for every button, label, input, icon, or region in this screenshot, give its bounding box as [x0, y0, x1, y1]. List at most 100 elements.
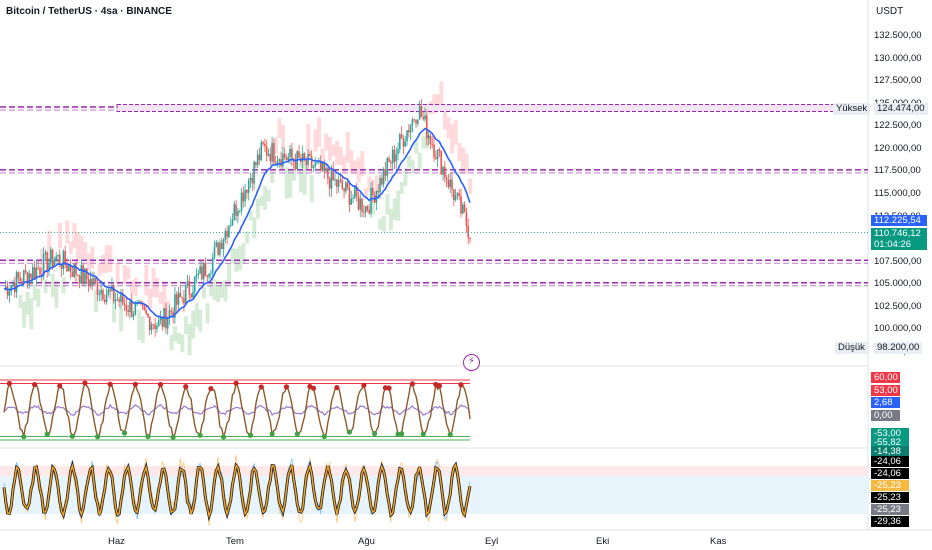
candle-body	[60, 265, 63, 269]
osc1-trough-dot	[372, 431, 378, 437]
osc1-peak-dot	[82, 380, 88, 386]
candle-body	[235, 204, 237, 216]
currency-label[interactable]: USDT	[876, 6, 904, 17]
cloud-segment	[245, 231, 250, 244]
cloud-segment	[119, 307, 124, 332]
cloud-segment	[75, 231, 80, 263]
candle-body	[145, 309, 147, 314]
candle-body	[37, 267, 39, 269]
candle-body	[147, 313, 149, 317]
time-tick-label: Tem	[226, 536, 244, 547]
candle-body	[422, 117, 425, 120]
osc1-trough-dot	[44, 431, 50, 437]
candle-body	[192, 292, 194, 298]
candle-body	[323, 161, 326, 172]
candle-body	[175, 294, 178, 305]
candle-body	[206, 276, 209, 278]
candle-body	[33, 267, 36, 279]
candle-body	[179, 292, 182, 298]
osc1-trough-dot	[69, 433, 75, 439]
cloud-segment	[252, 217, 257, 238]
candle-body	[21, 281, 23, 283]
candle-body	[84, 268, 86, 283]
price-tick-label: 130.000,00	[874, 52, 922, 64]
candle-body	[436, 149, 439, 160]
price-tick-label: 122.500,00	[874, 120, 922, 132]
cloud-segment	[309, 175, 314, 202]
candle-body	[168, 310, 171, 318]
countdown-tag: 01:04:26	[871, 239, 927, 250]
osc1-trough-dot	[121, 430, 128, 436]
osc-value-tag: -14,38	[871, 446, 909, 457]
cloud-segment	[209, 282, 214, 297]
candle-body	[15, 272, 18, 293]
ema-line	[3, 127, 471, 319]
candle-body	[424, 115, 426, 120]
candle-body	[370, 187, 372, 214]
cloud-segment	[389, 208, 394, 231]
cloud-segment	[47, 230, 52, 262]
cloud-segment	[255, 198, 260, 219]
candle-body	[348, 187, 351, 205]
cloud-segment	[468, 178, 473, 194]
candle-body	[238, 211, 241, 212]
symbol-title[interactable]: Bitcoin / TetherUS · 4sa · BINANCE	[6, 6, 172, 17]
candle-body	[228, 226, 230, 238]
cloud-segment	[237, 245, 242, 271]
osc-value-tag: -53,00	[871, 428, 909, 439]
candle-body	[391, 149, 394, 164]
candle-body	[283, 153, 286, 158]
candle-body	[433, 144, 435, 158]
candle-body	[460, 196, 462, 214]
cloud-segment	[79, 235, 84, 260]
cloud-segment	[83, 241, 88, 260]
osc2-main-line	[3, 463, 471, 519]
cloud-segment	[414, 140, 419, 154]
osc1-trough-dot	[94, 434, 101, 440]
candle-body	[44, 252, 47, 255]
candle-body	[409, 125, 412, 133]
candle-body	[174, 294, 176, 318]
cloud-segment	[115, 262, 120, 285]
candle-body	[343, 188, 345, 192]
lightning-icon[interactable]: ⚡	[463, 354, 480, 371]
cloud-segment	[313, 129, 318, 152]
osc1-trough-dot	[346, 429, 353, 435]
candle-body	[177, 292, 180, 305]
candle-body	[240, 192, 243, 212]
candle-body	[217, 242, 219, 255]
candle-body	[462, 204, 464, 214]
price-tick-label: 127.500,00	[874, 75, 922, 87]
cloud-segment	[410, 160, 415, 174]
candle-body	[431, 144, 434, 145]
cloud-segment	[291, 167, 296, 181]
candle-body	[345, 182, 347, 192]
cloud-segment	[284, 167, 289, 199]
candle-body	[271, 143, 273, 162]
candle-body	[244, 189, 246, 202]
candle-body	[417, 119, 419, 124]
osc-value-tag: -29,36	[871, 516, 909, 527]
candle-body	[190, 293, 192, 298]
candle-body	[91, 278, 93, 285]
osc1-trough-dot	[170, 434, 176, 440]
candle-body	[465, 212, 468, 226]
candle-body	[30, 273, 32, 279]
candle-body	[384, 169, 387, 176]
cloud-segment	[399, 181, 404, 194]
cloud-segment	[111, 300, 116, 323]
candle-body	[453, 189, 455, 200]
candle-body	[456, 193, 459, 195]
cloud-segment	[342, 156, 347, 173]
cloud-segment	[198, 309, 203, 332]
candle-body	[390, 161, 392, 164]
osc1-peak-dot	[283, 384, 290, 390]
cloud-segment	[360, 150, 365, 177]
cloud-segment	[212, 279, 217, 301]
candle-body	[184, 285, 187, 304]
candle-body	[42, 254, 45, 277]
cloud-segment	[216, 285, 221, 303]
candle-body	[71, 271, 74, 277]
